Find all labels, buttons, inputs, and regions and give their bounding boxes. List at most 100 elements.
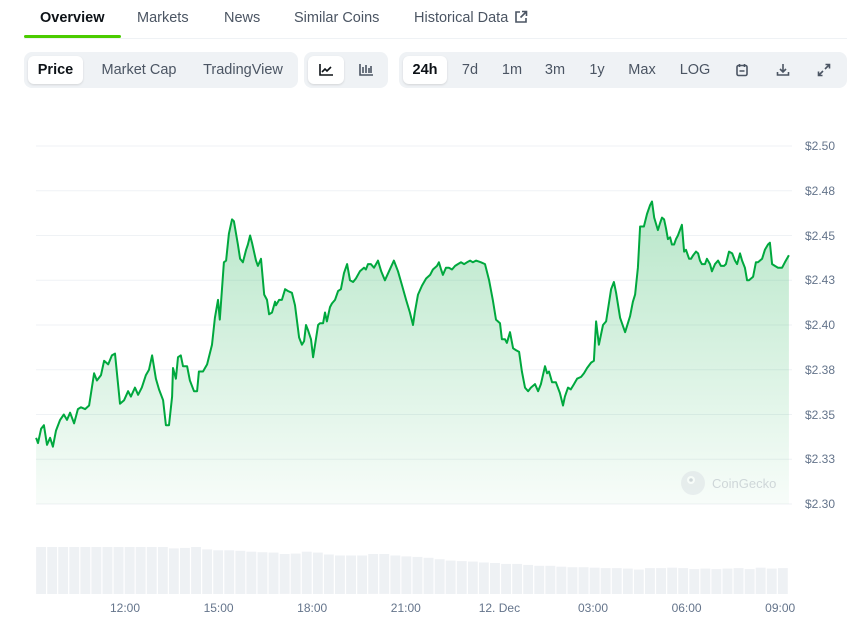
volume-bar <box>755 567 766 594</box>
tab-markets[interactable]: Markets <box>137 10 189 26</box>
candlestick-chart-button[interactable] <box>348 56 384 84</box>
price-button[interactable]: Price <box>28 56 83 84</box>
volume-bar <box>589 567 600 594</box>
section-tabs: Overview Markets News Similar Coins Hist… <box>24 0 847 39</box>
volume-bar <box>711 569 722 594</box>
x-tick-label: 18:00 <box>297 601 328 615</box>
volume-bar <box>146 547 157 594</box>
coingecko-logo-icon <box>681 471 705 495</box>
volume-bar <box>501 563 511 594</box>
volume-bar <box>224 550 235 594</box>
y-tick-label: $2.43 <box>805 273 836 288</box>
volume-bar <box>689 569 700 594</box>
volume-bar <box>91 547 102 594</box>
volume-bar <box>678 568 689 594</box>
chart-view-group <box>304 52 388 88</box>
x-tick-label: 09:00 <box>765 601 796 615</box>
x-tick-label: 21:00 <box>390 601 421 615</box>
range-7d-button[interactable]: 7d <box>461 62 479 78</box>
y-tick-label: $2.30 <box>805 497 836 511</box>
volume-bar <box>722 568 733 594</box>
volume-bar <box>312 552 323 594</box>
coingecko-watermark: CoinGecko <box>680 470 776 496</box>
range-24h-button[interactable]: 24h <box>403 56 447 84</box>
volume-bar <box>135 547 146 594</box>
volume-bar <box>390 555 401 594</box>
calendar-icon <box>735 62 749 78</box>
download-icon <box>776 62 790 78</box>
x-tick-label: 03:00 <box>577 601 609 615</box>
volume-bar <box>412 556 423 594</box>
chart-type-group: Price Market Cap TradingView <box>24 52 298 88</box>
y-tick-label: $2.38 <box>805 362 836 377</box>
tab-historical-data[interactable]: Historical Data <box>414 10 528 28</box>
range-1m-button[interactable]: 1m <box>501 62 523 78</box>
x-tick-label: 12:00 <box>109 601 141 615</box>
external-link-icon <box>514 10 528 28</box>
volume-bar <box>423 557 434 594</box>
volume-bar <box>246 551 257 594</box>
volume-bar <box>257 552 268 594</box>
volume-bar <box>490 563 500 594</box>
volume-bar <box>58 547 69 594</box>
volume-bar <box>611 568 622 594</box>
volume-bar <box>268 552 279 594</box>
price-line <box>35 200 790 448</box>
volume-bar <box>512 563 523 594</box>
volume-bar <box>700 568 711 594</box>
volume-bar <box>180 547 190 594</box>
candlestick-chart-icon <box>358 62 374 78</box>
volume-bar <box>523 564 534 594</box>
volume-bar <box>69 547 80 594</box>
tradingview-button[interactable]: TradingView <box>203 62 283 78</box>
price-area <box>36 201 789 504</box>
volume-bar <box>656 568 666 594</box>
range-1y-button[interactable]: 1y <box>589 62 605 78</box>
volume-bar <box>335 555 345 594</box>
y-tick-label: $2.50 <box>805 139 836 153</box>
volume-bar <box>622 568 633 594</box>
range-max-button[interactable]: Max <box>628 62 656 78</box>
volume-bar <box>401 556 412 594</box>
volume-bar <box>368 554 379 594</box>
volume-bar <box>235 550 246 594</box>
volume-bar <box>47 547 58 594</box>
tab-overview[interactable]: Overview <box>40 10 105 26</box>
volume-bar <box>102 547 113 594</box>
volume-bar <box>279 554 290 594</box>
tab-news[interactable]: News <box>224 10 261 26</box>
volume-bar <box>633 569 644 594</box>
y-tick-label: $2.33 <box>805 452 836 467</box>
volume-bar <box>323 554 334 594</box>
volume-bar <box>556 566 567 594</box>
download-button[interactable] <box>765 56 801 84</box>
log-scale-button[interactable]: LOG <box>679 62 711 78</box>
volume-bar <box>36 547 46 594</box>
volume-bar <box>777 568 788 594</box>
volume-bar <box>733 568 744 594</box>
volume-bar <box>456 561 467 594</box>
fullscreen-button[interactable] <box>806 56 842 84</box>
line-chart-button[interactable] <box>308 56 344 84</box>
volume-bar <box>478 562 489 594</box>
volume-bar <box>346 555 356 594</box>
volume-bar <box>168 548 179 594</box>
market-cap-button[interactable]: Market Cap <box>101 62 177 78</box>
watermark-text: CoinGecko <box>712 475 777 491</box>
volume-bar <box>113 547 124 594</box>
y-tick-label: $2.45 <box>805 228 836 243</box>
x-tick-label: 12. Dec <box>478 601 521 615</box>
tab-similar-coins[interactable]: Similar Coins <box>294 10 380 26</box>
y-tick-label: $2.35 <box>805 407 836 422</box>
range-group: 24h 7d 1m 3m 1y Max LOG <box>399 52 847 88</box>
calendar-button[interactable] <box>724 56 760 84</box>
volume-bar <box>567 567 578 594</box>
y-tick-label: $2.40 <box>805 318 836 332</box>
volume-bar <box>191 547 201 594</box>
volume-bar <box>80 547 91 594</box>
volume-bar <box>766 568 777 594</box>
range-3m-button[interactable]: 3m <box>544 62 566 78</box>
tab-historical-data-label: Historical Data <box>414 10 509 26</box>
active-tab-indicator <box>24 35 121 38</box>
